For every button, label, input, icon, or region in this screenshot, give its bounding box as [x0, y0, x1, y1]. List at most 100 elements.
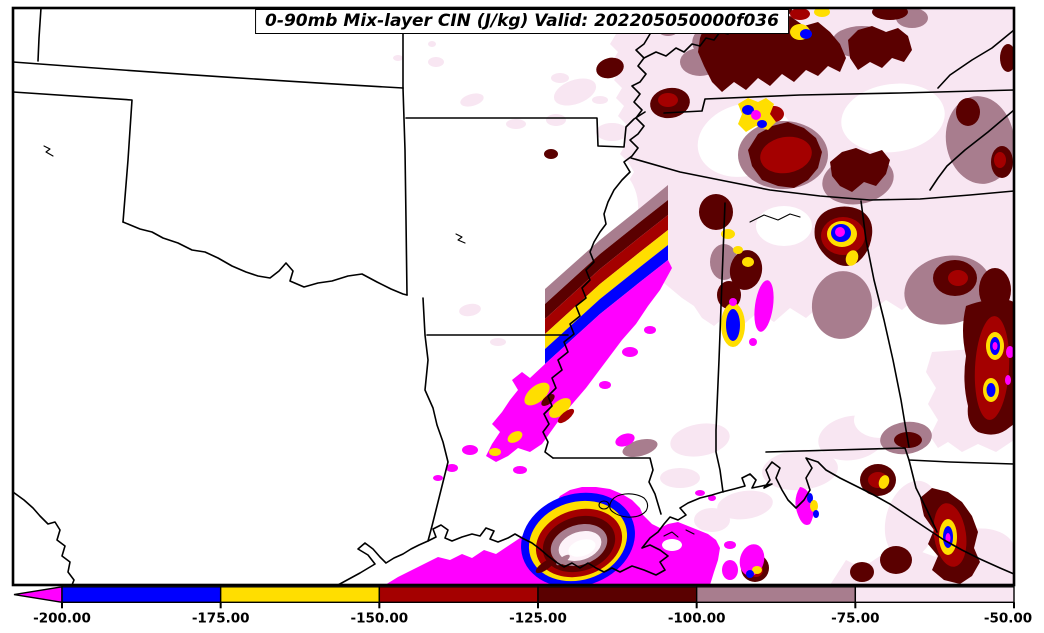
lake-detail-arkansas [455, 233, 466, 244]
cin-pink-patch [460, 93, 484, 107]
cin-red-blob [760, 136, 812, 174]
cin-red-band-strip [545, 215, 668, 334]
cin-maroon-band-strip [545, 200, 668, 319]
border-oklahoma-east [402, 87, 408, 296]
cin-maroon-blob [596, 57, 624, 79]
cin-magenta-speck [513, 466, 527, 474]
colorbar-tick-label: -125.00 [509, 610, 567, 626]
cin-magenta-speck [622, 347, 638, 357]
white-hole [756, 206, 812, 246]
cin-georgia-chain [963, 298, 1014, 435]
border-alabama-georgia [860, 200, 910, 448]
cin-yellow-inclusion [507, 431, 523, 443]
border-tennessee-northcarolina [929, 109, 1014, 191]
cin-maroon-blob [1000, 44, 1014, 72]
cin-red-blob [994, 152, 1006, 168]
contour-fills [385, 8, 1014, 585]
cin-blue-blob [813, 510, 819, 518]
colorbar-tick-label: -200.00 [33, 610, 91, 626]
border-kansas-colorado [37, 8, 42, 62]
tennessee-river [749, 213, 801, 223]
colorbar: -200.00 -175.00 -150.00 -125.00 -100.00 -75.0… [13, 586, 1032, 626]
cin-yellow-blob [742, 257, 754, 267]
map-title: 0-90mb Mix-layer CIN (J/kg) Valid: 20220… [255, 9, 789, 34]
cin-pink-patch [551, 73, 569, 83]
colorbar-segment [378, 586, 539, 604]
colorbar-arrow-segment [13, 586, 63, 604]
cin-pink-patch [506, 119, 526, 129]
cin-red-blob [658, 93, 678, 107]
cin-blue-blob [800, 29, 812, 39]
feature-yellow-tail [845, 250, 859, 266]
cin-pink-patch [490, 338, 506, 346]
cin-magenta-speck [724, 541, 736, 549]
cin-maroon-blob [956, 98, 980, 126]
cin-maroon-blob [850, 562, 874, 582]
white-hole [930, 458, 990, 502]
chain-magenta-speck [1006, 346, 1014, 358]
ring-maroon-dash [535, 558, 555, 574]
cin-maroon-blob [729, 250, 763, 290]
cin-blue-blob [757, 120, 767, 128]
cin-north-alabama-feature [814, 206, 873, 266]
cin-yellow-blob [752, 566, 762, 574]
lake-maurepas [598, 500, 610, 510]
cin-magenta-main-band [486, 260, 672, 462]
cin-blue-band-strip [545, 245, 668, 364]
cin-pink-patch [428, 41, 436, 47]
colorbar-tick-label: -75.00 [831, 610, 879, 626]
cin-yellow-blob [878, 475, 890, 489]
border-apalachicola-river [908, 459, 938, 533]
cin-maroon-blob [880, 546, 912, 574]
cin-pink-patch [592, 96, 608, 104]
cin-pink-patch [596, 123, 628, 141]
cin-pink-patch [694, 508, 730, 532]
cin-yellow-inclusion [549, 398, 571, 418]
colorbar-tick-label: -150.00 [350, 610, 408, 626]
cin-yellow-blob [814, 8, 830, 17]
cin-yellow-inclusion [489, 448, 501, 456]
border-kentucky-virginia [937, 29, 1014, 89]
colorbar-segment [61, 586, 222, 604]
cin-yellow-inclusion [524, 382, 550, 406]
cin-maroon-blob [699, 194, 733, 230]
cin-red-inclusion [557, 408, 575, 424]
cin-yellow-blob [733, 246, 743, 254]
colorbar-segment [219, 586, 381, 604]
marsh-detail [663, 529, 695, 538]
cin-magenta-speck [1005, 375, 1011, 385]
cin-pink-patch [459, 303, 481, 317]
border-texas-arkansas-louisiana [422, 297, 449, 542]
cin-red-blob [948, 270, 968, 286]
cin-pink-patch [553, 78, 597, 106]
cin-magenta-speck [708, 495, 716, 501]
cin-blue-blob [726, 309, 740, 341]
colorbar-tick-label: -100.00 [668, 610, 726, 626]
cin-blue-blob [807, 493, 813, 503]
feature-magenta [835, 227, 845, 237]
state-borders [13, 8, 1014, 585]
border-37n [13, 61, 404, 89]
cin-magenta-alabama-strip [754, 280, 774, 332]
border-mississippi-alabama [715, 202, 726, 493]
cin-maroon-blob [544, 149, 558, 159]
cin-magenta-speck [433, 475, 443, 481]
white-hole [841, 83, 945, 153]
cin-magenta-speck [751, 110, 761, 120]
cin-mauve-patch [811, 271, 873, 339]
cin-maroon-blob [872, 8, 908, 20]
cin-magenta-speck [729, 298, 737, 306]
cin-maroon-east-kentucky [830, 148, 890, 192]
cin-magenta-speck [599, 381, 611, 389]
cin-pink-patch [670, 423, 730, 457]
border-tennessee-south [630, 157, 1014, 201]
cin-mauve-patch [622, 438, 658, 458]
cin-pink-patch [660, 468, 700, 488]
cin-pink-patch [717, 490, 773, 520]
cluster-magenta [945, 533, 951, 543]
border-rio-grande [13, 491, 75, 585]
cin-bottom-georgia-cluster [920, 488, 980, 584]
cin-magenta-speck [462, 445, 478, 455]
ring-center-white [568, 539, 596, 557]
